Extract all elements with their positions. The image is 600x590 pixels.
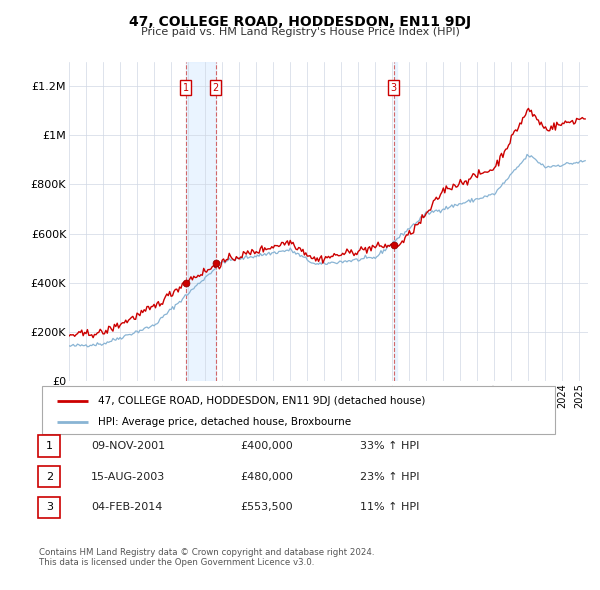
FancyBboxPatch shape — [38, 497, 60, 518]
Text: Price paid vs. HM Land Registry's House Price Index (HPI): Price paid vs. HM Land Registry's House … — [140, 27, 460, 37]
Text: 1: 1 — [182, 83, 189, 93]
Text: 09-NOV-2001: 09-NOV-2001 — [91, 441, 166, 451]
Text: This data is licensed under the Open Government Licence v3.0.: This data is licensed under the Open Gov… — [39, 558, 314, 567]
Text: 15-AUG-2003: 15-AUG-2003 — [91, 472, 166, 481]
Text: 1: 1 — [46, 441, 53, 451]
Text: 2: 2 — [46, 472, 53, 481]
Text: HPI: Average price, detached house, Broxbourne: HPI: Average price, detached house, Brox… — [98, 417, 352, 427]
Text: 47, COLLEGE ROAD, HODDESDON, EN11 9DJ: 47, COLLEGE ROAD, HODDESDON, EN11 9DJ — [129, 15, 471, 29]
FancyBboxPatch shape — [38, 466, 60, 487]
Text: 3: 3 — [46, 503, 53, 512]
Text: 47, COLLEGE ROAD, HODDESDON, EN11 9DJ (detached house): 47, COLLEGE ROAD, HODDESDON, EN11 9DJ (d… — [98, 396, 426, 405]
Text: 2: 2 — [212, 83, 219, 93]
Text: 11% ↑ HPI: 11% ↑ HPI — [360, 503, 419, 512]
Text: 04-FEB-2014: 04-FEB-2014 — [91, 503, 163, 512]
FancyBboxPatch shape — [42, 386, 555, 434]
Text: 33% ↑ HPI: 33% ↑ HPI — [360, 441, 419, 451]
Text: £480,000: £480,000 — [240, 472, 293, 481]
Bar — [394, 62, 397, 381]
Bar — [186, 62, 215, 381]
Text: Contains HM Land Registry data © Crown copyright and database right 2024.: Contains HM Land Registry data © Crown c… — [39, 548, 374, 556]
FancyBboxPatch shape — [38, 435, 60, 457]
Text: 3: 3 — [391, 83, 397, 93]
Text: £400,000: £400,000 — [240, 441, 293, 451]
Text: 23% ↑ HPI: 23% ↑ HPI — [360, 472, 419, 481]
Text: £553,500: £553,500 — [240, 503, 293, 512]
